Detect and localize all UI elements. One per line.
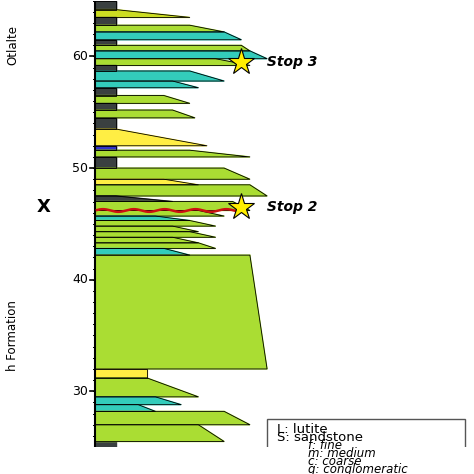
Polygon shape (95, 59, 250, 65)
Polygon shape (95, 248, 190, 255)
Polygon shape (95, 243, 216, 248)
Polygon shape (95, 129, 207, 146)
Polygon shape (95, 51, 267, 59)
Text: L: lutite: L: lutite (277, 423, 328, 436)
Polygon shape (95, 0, 116, 447)
Polygon shape (95, 71, 224, 81)
Polygon shape (95, 103, 116, 110)
Text: c: coarse: c: coarse (308, 455, 362, 468)
Polygon shape (95, 88, 116, 96)
Polygon shape (95, 150, 250, 157)
Polygon shape (95, 232, 216, 237)
FancyBboxPatch shape (267, 419, 465, 473)
Polygon shape (95, 369, 147, 378)
Text: m: medium: m: medium (308, 447, 376, 460)
Polygon shape (95, 157, 116, 168)
Polygon shape (95, 168, 250, 179)
Polygon shape (95, 146, 116, 150)
Polygon shape (95, 25, 224, 32)
Text: X: X (36, 198, 51, 216)
Polygon shape (95, 201, 250, 210)
Polygon shape (95, 18, 116, 25)
Polygon shape (95, 9, 190, 18)
Text: 60: 60 (73, 50, 88, 63)
Text: Stop 3: Stop 3 (262, 55, 317, 69)
Polygon shape (95, 255, 267, 369)
Text: Stop 2: Stop 2 (262, 200, 317, 214)
Polygon shape (95, 118, 116, 129)
Polygon shape (95, 405, 155, 411)
Polygon shape (95, 40, 116, 46)
Polygon shape (95, 81, 198, 88)
Polygon shape (95, 179, 198, 185)
Polygon shape (95, 425, 224, 441)
Polygon shape (95, 237, 198, 243)
Polygon shape (95, 411, 250, 425)
Text: S: sandstone: S: sandstone (277, 431, 364, 444)
Polygon shape (95, 110, 195, 118)
Polygon shape (95, 196, 173, 201)
Polygon shape (95, 0, 116, 9)
Text: g: conglomeratic: g: conglomeratic (308, 463, 408, 474)
Text: f: fine: f: fine (308, 439, 342, 452)
Polygon shape (95, 185, 267, 196)
Polygon shape (95, 397, 181, 405)
Polygon shape (95, 65, 116, 71)
Text: 40: 40 (73, 273, 88, 286)
Polygon shape (95, 378, 198, 397)
Polygon shape (95, 220, 216, 226)
Polygon shape (95, 46, 250, 51)
Text: 50: 50 (73, 162, 88, 174)
Polygon shape (95, 226, 198, 232)
Polygon shape (95, 210, 224, 216)
Text: 30: 30 (73, 385, 88, 398)
Text: Otlalte: Otlalte (6, 25, 19, 65)
Polygon shape (95, 32, 241, 40)
Text: h Formation: h Formation (6, 300, 19, 371)
Polygon shape (95, 216, 190, 220)
Polygon shape (95, 96, 190, 103)
